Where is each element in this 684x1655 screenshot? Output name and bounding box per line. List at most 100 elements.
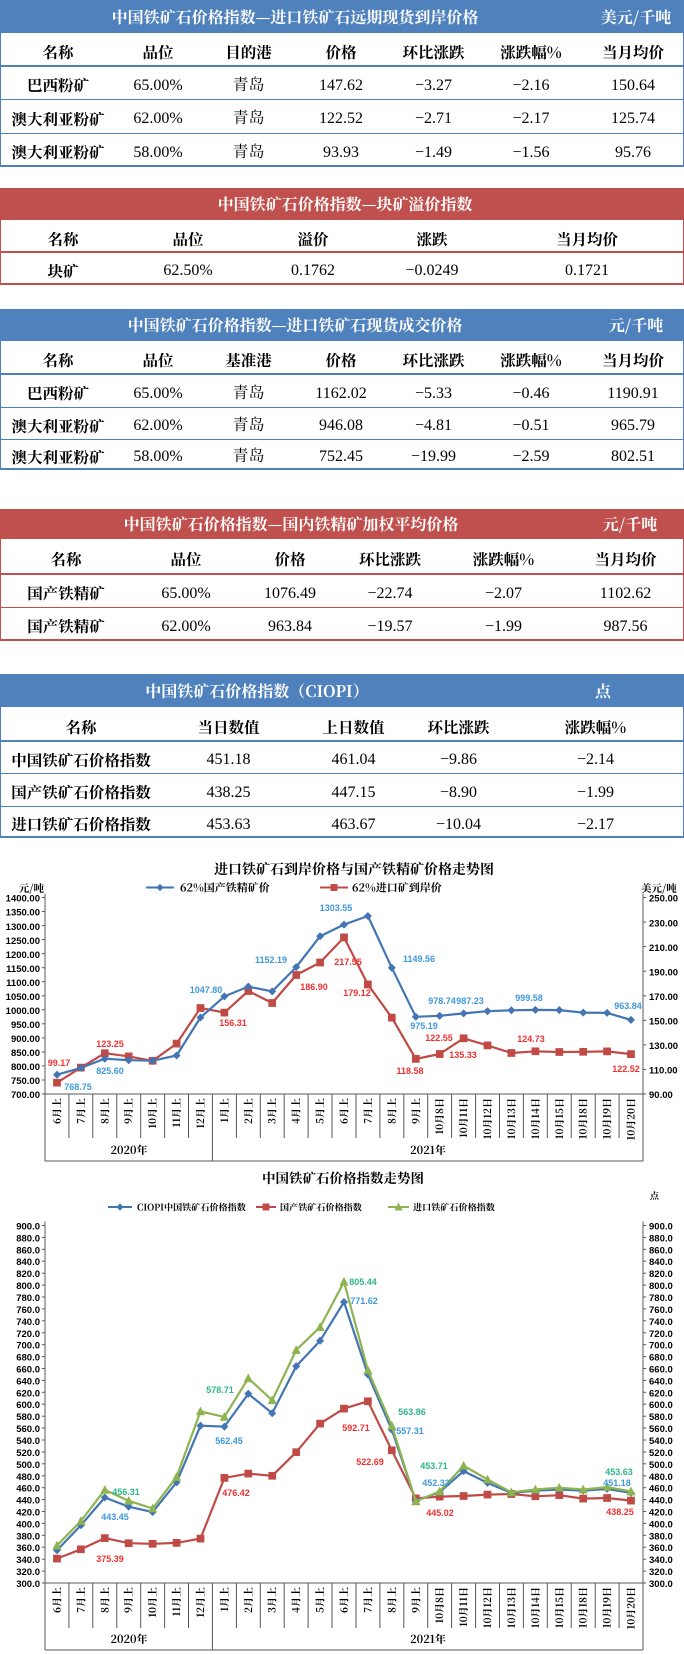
- svg-text:800.00: 800.00: [11, 1062, 40, 1073]
- svg-text:130.00: 130.00: [649, 1041, 678, 1052]
- svg-text:768.75: 768.75: [64, 1082, 92, 1092]
- svg-text:国产铁矿石价格指数: 国产铁矿石价格指数: [280, 1201, 362, 1214]
- svg-text:950.00: 950.00: [11, 1020, 40, 1031]
- svg-text:1100.00: 1100.00: [6, 978, 40, 989]
- svg-text:900.0: 900.0: [16, 1222, 40, 1233]
- svg-text:975.19: 975.19: [410, 1021, 438, 1031]
- svg-text:600.0: 600.0: [649, 1400, 673, 1411]
- svg-text:9月上: 9月上: [120, 1098, 135, 1124]
- svg-text:62%进口矿到岸价: 62%进口矿到岸价: [352, 880, 442, 896]
- svg-text:10月13日: 10月13日: [503, 1587, 518, 1628]
- svg-text:840.0: 840.0: [649, 1257, 673, 1268]
- svg-text:179.12: 179.12: [343, 988, 371, 998]
- svg-text:1150.00: 1150.00: [6, 964, 40, 975]
- svg-text:360.0: 360.0: [649, 1543, 673, 1554]
- svg-text:7月上: 7月上: [359, 1587, 374, 1613]
- svg-text:62%国产铁精矿价: 62%国产铁精矿价: [180, 880, 270, 896]
- svg-text:7月上: 7月上: [72, 1587, 87, 1613]
- svg-text:560.0: 560.0: [649, 1424, 673, 1435]
- svg-text:740.0: 740.0: [649, 1317, 673, 1328]
- svg-text:8月上: 8月上: [383, 1098, 398, 1124]
- svg-text:420.0: 420.0: [16, 1508, 40, 1519]
- svg-text:123.25: 123.25: [96, 1039, 124, 1049]
- svg-text:5月上: 5月上: [312, 1587, 327, 1613]
- svg-text:340.0: 340.0: [16, 1555, 40, 1566]
- svg-text:217.55: 217.55: [334, 957, 362, 967]
- svg-text:10月15日: 10月15日: [551, 1098, 566, 1139]
- svg-text:452.32: 452.32: [422, 1478, 450, 1488]
- svg-text:340.0: 340.0: [649, 1555, 673, 1566]
- svg-text:620.0: 620.0: [16, 1388, 40, 1399]
- svg-text:850.00: 850.00: [11, 1048, 40, 1059]
- svg-text:230.00: 230.00: [649, 918, 678, 929]
- svg-text:10月8日: 10月8日: [431, 1587, 446, 1624]
- svg-text:1047.80: 1047.80: [190, 985, 223, 995]
- svg-text:10月20日: 10月20日: [623, 1587, 638, 1629]
- svg-text:10月8日: 10月8日: [431, 1098, 446, 1135]
- svg-text:4月上: 4月上: [288, 1098, 303, 1124]
- svg-text:12月上: 12月上: [192, 1098, 207, 1129]
- svg-text:978.74: 978.74: [428, 996, 456, 1006]
- svg-text:10月18日: 10月18日: [575, 1587, 590, 1628]
- svg-text:8月上: 8月上: [96, 1098, 111, 1124]
- svg-text:210.00: 210.00: [649, 943, 678, 954]
- svg-text:900.0: 900.0: [649, 1222, 673, 1233]
- svg-text:99.17: 99.17: [48, 1058, 71, 1068]
- svg-text:1月上: 1月上: [216, 1098, 231, 1123]
- svg-text:825.60: 825.60: [96, 1066, 124, 1076]
- svg-text:600.0: 600.0: [16, 1400, 40, 1411]
- svg-text:860.0: 860.0: [649, 1245, 673, 1256]
- svg-text:760.0: 760.0: [649, 1305, 673, 1316]
- svg-text:520.0: 520.0: [16, 1448, 40, 1459]
- svg-text:8月上: 8月上: [96, 1587, 111, 1613]
- svg-text:900.00: 900.00: [11, 1034, 40, 1045]
- svg-text:CIOPI中国铁矿石价格指数: CIOPI中国铁矿石价格指数: [137, 1201, 246, 1214]
- svg-text:453.71: 453.71: [420, 1461, 448, 1471]
- svg-text:150.00: 150.00: [649, 1017, 678, 1028]
- svg-text:2月上: 2月上: [240, 1098, 255, 1124]
- svg-text:12月上: 12月上: [192, 1587, 207, 1618]
- svg-text:580.0: 580.0: [16, 1412, 40, 1423]
- svg-text:440.0: 440.0: [16, 1496, 40, 1507]
- svg-text:122.52: 122.52: [612, 1064, 640, 1074]
- svg-text:880.0: 880.0: [649, 1233, 673, 1244]
- svg-text:720.0: 720.0: [649, 1329, 673, 1340]
- svg-text:10月14日: 10月14日: [527, 1098, 542, 1139]
- svg-text:640.0: 640.0: [16, 1376, 40, 1387]
- svg-text:500.0: 500.0: [649, 1460, 673, 1471]
- svg-text:438.25: 438.25: [606, 1507, 634, 1517]
- svg-text:元/吨: 元/吨: [19, 881, 45, 896]
- svg-text:10月18日: 10月18日: [575, 1098, 590, 1139]
- svg-text:380.0: 380.0: [649, 1531, 673, 1542]
- svg-text:540.0: 540.0: [649, 1436, 673, 1447]
- svg-text:780.0: 780.0: [649, 1293, 673, 1304]
- svg-text:750.00: 750.00: [11, 1076, 40, 1087]
- svg-text:进口铁矿石到岸价格与国产铁精矿价格走势图: 进口铁矿石到岸价格与国产铁精矿价格走势图: [214, 859, 494, 879]
- svg-text:500.0: 500.0: [16, 1460, 40, 1471]
- svg-text:805.44: 805.44: [349, 1277, 377, 1287]
- svg-text:11月上: 11月上: [168, 1098, 183, 1127]
- svg-text:9月上: 9月上: [120, 1587, 135, 1613]
- svg-text:1350.00: 1350.00: [6, 908, 40, 919]
- svg-text:进口铁矿石价格指数: 进口铁矿石价格指数: [413, 1201, 495, 1214]
- svg-text:476.42: 476.42: [222, 1488, 250, 1498]
- svg-text:1300.00: 1300.00: [6, 922, 40, 933]
- svg-text:1152.19: 1152.19: [255, 955, 287, 965]
- svg-text:453.63: 453.63: [605, 1467, 633, 1477]
- svg-text:578.71: 578.71: [206, 1385, 234, 1395]
- svg-text:700.0: 700.0: [649, 1341, 673, 1352]
- svg-text:6月上: 6月上: [49, 1098, 64, 1124]
- svg-text:880.0: 880.0: [16, 1233, 40, 1244]
- svg-text:771.62: 771.62: [350, 1296, 378, 1306]
- svg-text:480.0: 480.0: [649, 1472, 673, 1483]
- svg-text:10月13日: 10月13日: [503, 1098, 518, 1139]
- svg-text:700.0: 700.0: [16, 1341, 40, 1352]
- svg-text:562.45: 562.45: [215, 1436, 243, 1446]
- svg-text:10月19日: 10月19日: [599, 1098, 614, 1139]
- svg-text:860.0: 860.0: [16, 1245, 40, 1256]
- svg-text:640.0: 640.0: [649, 1376, 673, 1387]
- svg-text:10月11日: 10月11日: [455, 1587, 470, 1627]
- svg-text:1200.00: 1200.00: [6, 950, 40, 961]
- svg-text:820.0: 820.0: [16, 1269, 40, 1280]
- svg-text:点: 点: [650, 1189, 660, 1202]
